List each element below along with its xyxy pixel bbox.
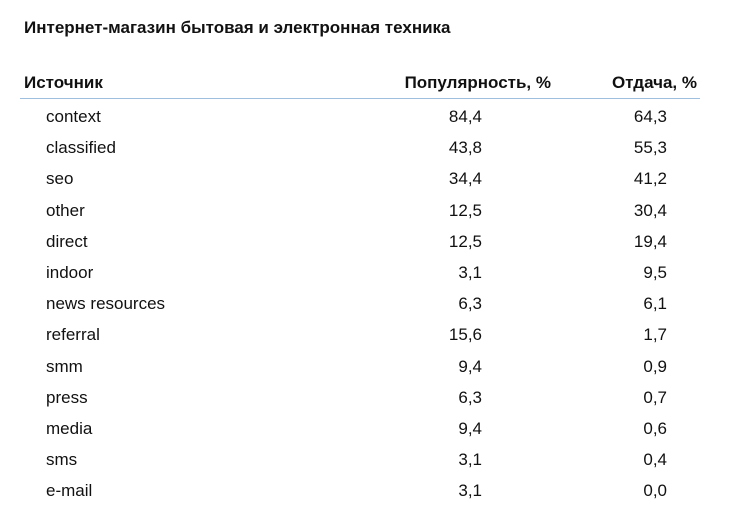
return-cell: 0,6	[643, 419, 667, 438]
source-cell: referral	[46, 325, 100, 345]
popularity-cell: 12,5	[448, 231, 482, 251]
source-cell: context	[46, 107, 101, 126]
popularity-cell: 9,4	[458, 419, 482, 438]
source-cell: direct	[46, 231, 88, 251]
popularity-cell: 3,1	[458, 450, 482, 470]
column-header: Источник	[24, 73, 103, 92]
source-cell: media	[46, 419, 93, 438]
popularity-cell: 15,6	[448, 325, 482, 345]
source-cell: classified	[46, 138, 116, 158]
popularity-cell: 3,1	[458, 481, 482, 501]
popularity-cell: 9,4	[458, 356, 482, 376]
return-cell: 6,1	[643, 294, 667, 314]
popularity-cell: 6,3	[458, 387, 482, 407]
source-cell: seo	[46, 169, 74, 189]
source-cell: e-mail	[46, 481, 93, 501]
source-cell: other	[46, 200, 85, 220]
column-header: Популярность, %	[404, 73, 551, 92]
title: Интернет-магазин бытовая и электронная т…	[24, 18, 451, 37]
popularity-cell: 12,5	[448, 200, 482, 220]
source-cell: indoor	[46, 263, 94, 282]
return-cell: 0,9	[643, 356, 667, 376]
return-cell: 30,4	[633, 200, 667, 220]
return-cell: 0,4	[643, 450, 667, 470]
return-cell: 19,4	[633, 231, 667, 251]
popularity-cell: 6,3	[458, 294, 482, 314]
popularity-cell: 34,4	[448, 169, 482, 189]
return-cell: 55,3	[633, 138, 667, 158]
return-cell: 0,0	[643, 481, 667, 501]
return-cell: 64,3	[633, 107, 667, 126]
popularity-cell: 43,8	[448, 138, 482, 158]
return-cell: 41,2	[633, 169, 667, 189]
popularity-cell: 3,1	[458, 263, 482, 282]
source-cell: sms	[46, 450, 78, 470]
column-header: Отдача, %	[611, 73, 697, 92]
return-cell: 0,7	[643, 387, 667, 407]
source-cell: press	[46, 387, 88, 407]
source-cell: smm	[46, 356, 83, 376]
header-rule	[20, 98, 700, 99]
popularity-cell: 84,4	[448, 107, 482, 126]
source-cell: news resources	[46, 294, 166, 314]
return-cell: 1,7	[643, 325, 667, 345]
return-cell: 9,5	[643, 263, 667, 282]
